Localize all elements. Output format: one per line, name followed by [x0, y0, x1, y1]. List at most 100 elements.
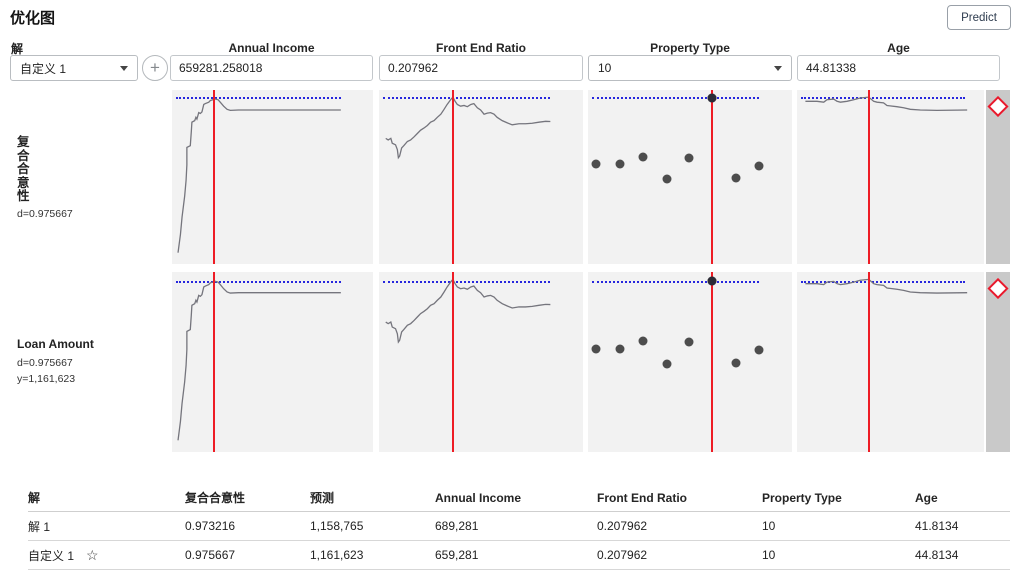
current-level-dot: [707, 276, 717, 286]
table-cell: 44.8134: [915, 548, 959, 562]
category-level-dot: [684, 337, 694, 347]
property-type-select[interactable]: 10: [588, 55, 792, 81]
desirability-target-line: [383, 97, 551, 100]
desirability-value: d=0.975667: [17, 356, 73, 369]
table-cell: 10: [762, 519, 776, 533]
profiler-cell-composite-desirability-front-end-ratio[interactable]: [379, 90, 583, 264]
desirability-strip: [986, 272, 1010, 452]
solution-label: 解: [11, 42, 24, 56]
annual-income-input[interactable]: [170, 55, 373, 81]
response-name: Loan Amount: [17, 337, 94, 351]
star-icon[interactable]: ☆: [86, 546, 99, 563]
table-cell: 41.8134: [915, 519, 959, 533]
column-header: 预测: [310, 491, 335, 505]
table-cell: 1,158,765: [310, 519, 364, 533]
category-level-dot: [731, 173, 741, 183]
solution-name: 自定义 1: [28, 548, 75, 563]
factor-cursor-line[interactable]: [711, 90, 714, 264]
solution-select-value: 自定义 1: [20, 61, 67, 76]
front-end-ratio-input[interactable]: [379, 55, 583, 81]
category-level-dot: [638, 336, 648, 346]
profiler-cell-composite-desirability-property-type[interactable]: [588, 90, 792, 264]
desirability-target-line: [592, 97, 760, 100]
column-header: 复合合意性: [185, 491, 246, 505]
prediction-trace-plot: [797, 272, 984, 452]
profiler-cell-loan-amount-property-type[interactable]: [588, 272, 792, 452]
prediction-trace: [386, 279, 551, 342]
add-solution-button[interactable]: +: [142, 55, 168, 81]
chevron-down-icon: [774, 65, 782, 71]
column-header: Property Type: [762, 490, 842, 505]
factor-cursor-line[interactable]: [451, 90, 454, 264]
table-cell: 解 1: [28, 519, 51, 534]
table-cell: 1,161,623: [310, 548, 364, 562]
page-title: 优化图: [10, 10, 56, 27]
category-level-dot: [638, 152, 648, 162]
factor-cursor-line[interactable]: [212, 272, 215, 452]
factor-name-age: Age: [887, 41, 910, 55]
table-cell: 自定义 1 ☆: [28, 547, 185, 564]
desirability-target-line: [800, 97, 966, 100]
factor-name-property-type: Property Type: [650, 41, 730, 55]
profiler-cell-loan-amount-front-end-ratio[interactable]: [379, 272, 583, 452]
column-header: Age: [915, 490, 938, 505]
table-cell: 689,281: [435, 519, 479, 533]
profiler-cell-loan-amount-age[interactable]: [797, 272, 984, 452]
response-name: 复合合意性: [17, 135, 30, 203]
age-input[interactable]: [797, 55, 1000, 81]
prediction-trace: [178, 281, 341, 440]
category-level-dot: [591, 159, 601, 169]
category-level-dot: [684, 153, 694, 163]
profiler-cell-composite-desirability-annual-income[interactable]: [172, 90, 373, 264]
predicted-value: y=1,161,623: [17, 372, 76, 385]
table-cell: 659,281: [435, 548, 479, 562]
property-type-select-value: 10: [598, 61, 612, 75]
category-level-dot: [754, 345, 764, 355]
solutions-table: 解 复合合意性 预测 Annual Income Front End Ratio…: [28, 484, 1010, 570]
desirability-target-line: [176, 97, 341, 100]
table-cell: 0.207962: [597, 519, 648, 533]
chevron-down-icon: [120, 65, 128, 71]
category-level-dot: [754, 161, 764, 171]
predict-button[interactable]: Predict: [947, 5, 1011, 30]
desirability-target-line: [592, 280, 760, 283]
response-label-loan-amount: Loan Amount d=0.975667 y=1,161,623: [17, 337, 95, 385]
column-header: Front End Ratio: [597, 490, 687, 505]
desirability-strip: [986, 90, 1010, 264]
factor-cursor-line[interactable]: [212, 90, 215, 264]
factor-cursor-line[interactable]: [451, 272, 454, 452]
desirability-diamond-icon[interactable]: [987, 277, 1009, 300]
prediction-trace: [178, 99, 341, 253]
desirability-target-line: [176, 280, 341, 283]
table-cell: 0.975667: [185, 548, 236, 562]
category-level-dot: [615, 159, 625, 169]
current-level-dot: [707, 93, 717, 103]
table-row[interactable]: 自定义 1 ☆ 0.975667 1,161,623 659,281 0.2079…: [28, 541, 1010, 570]
column-header: Annual Income: [435, 490, 522, 505]
category-level-dot: [591, 344, 601, 353]
category-level-dot: [731, 358, 741, 368]
column-header: 解: [28, 491, 41, 505]
category-level-dot: [662, 359, 672, 369]
category-level-dot: [662, 174, 672, 184]
plus-icon: +: [150, 58, 160, 77]
table-cell: 0.207962: [597, 548, 648, 562]
factor-name-front-end-ratio: Front End Ratio: [436, 41, 526, 55]
factor-cursor-line[interactable]: [711, 272, 714, 452]
table-header-row: 解 复合合意性 预测 Annual Income Front End Ratio…: [28, 484, 1010, 512]
prediction-trace-plot: [797, 90, 984, 264]
prediction-trace-plot: [379, 90, 583, 264]
factor-cursor-line[interactable]: [867, 90, 870, 264]
profiler-cell-loan-amount-annual-income[interactable]: [172, 272, 373, 452]
prediction-trace: [805, 97, 967, 110]
factor-cursor-line[interactable]: [867, 272, 870, 452]
desirability-diamond-icon[interactable]: [987, 95, 1009, 118]
prediction-trace: [386, 97, 551, 158]
prediction-trace-plot: [379, 272, 583, 452]
prediction-trace-plot: [172, 90, 373, 264]
factor-name-annual-income: Annual Income: [228, 41, 315, 55]
table-row[interactable]: 解 1 0.973216 1,158,765 689,281 0.207962 …: [28, 512, 1010, 541]
profiler-cell-composite-desirability-age[interactable]: [797, 90, 984, 264]
solution-select[interactable]: 自定义 1: [10, 55, 138, 81]
